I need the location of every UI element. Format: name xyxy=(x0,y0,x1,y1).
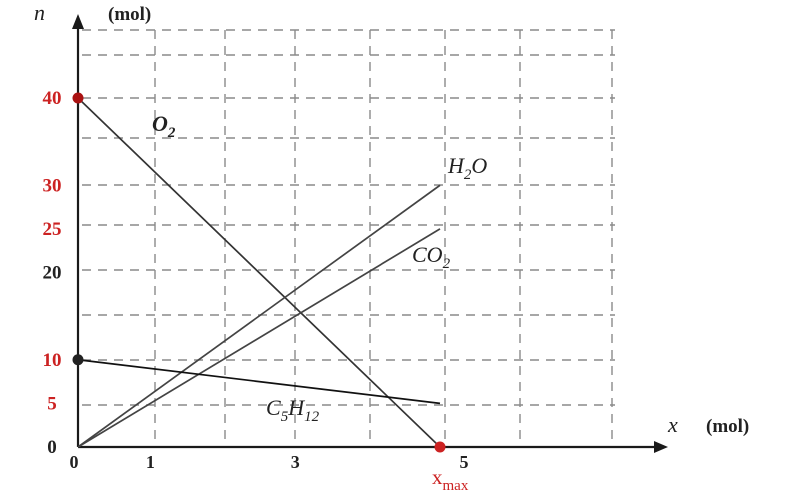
y-axis-arrow xyxy=(72,14,84,29)
series-line-2 xyxy=(77,228,441,448)
marker-point-1 xyxy=(72,354,84,366)
series-label-0: O2 xyxy=(152,111,176,141)
y-tick-label-1: 5 xyxy=(47,393,57,414)
x-axis-arrow xyxy=(654,441,668,453)
y-tick-label-6: 40 xyxy=(43,88,62,109)
series-label-2: CO2 xyxy=(412,242,451,272)
marker-point-2 xyxy=(434,441,446,453)
x-tick-label-0: 0 xyxy=(70,452,79,472)
marker-point-0 xyxy=(72,92,84,104)
series-label-3: C5H12 xyxy=(266,395,320,425)
x-axis-label: x xyxy=(667,412,678,437)
series-labels: O2 H2O CO2 C5H12 xyxy=(152,111,487,425)
series-line-1 xyxy=(77,184,441,448)
axes: n (mol) x (mol) xyxy=(34,0,749,453)
y-tick-label-4: 25 xyxy=(43,219,62,240)
x-max-subscript: max xyxy=(443,478,469,494)
series-label-1: H2O xyxy=(447,153,487,183)
x-tick-label-3: 5 xyxy=(460,452,469,472)
y-axis-unit: (mol) xyxy=(108,4,151,25)
series-line-0 xyxy=(77,97,441,448)
y-tick-label-2: 10 xyxy=(43,350,62,371)
x-tick-label-1: 1 xyxy=(146,452,155,472)
points xyxy=(72,92,446,453)
x-tick-label-2: 3 xyxy=(291,452,300,472)
y-tick-label-0: 0 xyxy=(47,437,57,458)
y-axis-label: n xyxy=(34,0,45,25)
series xyxy=(77,97,441,448)
y-tick-label-5: 30 xyxy=(43,175,62,196)
grid xyxy=(82,29,615,440)
y-tick-label-3: 20 xyxy=(43,263,62,284)
x-axis-unit: (mol) xyxy=(706,416,749,437)
series-line-3 xyxy=(77,358,441,405)
